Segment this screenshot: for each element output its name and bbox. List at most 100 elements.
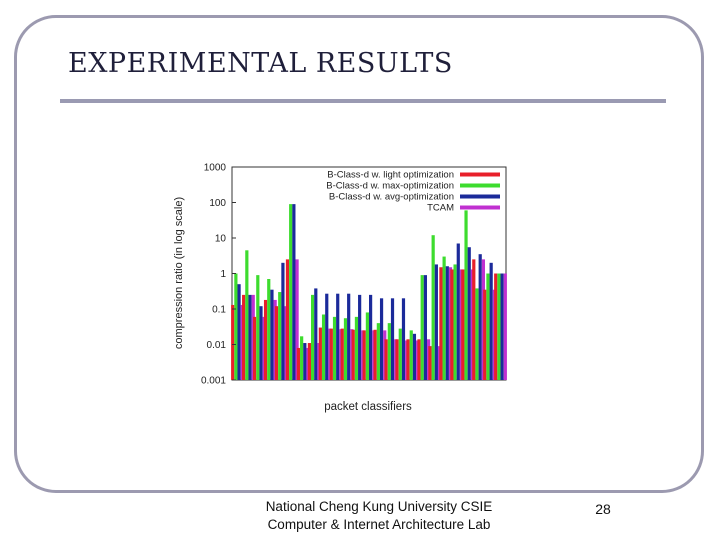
bar-b-class-d-w-avg-optimization — [237, 284, 241, 380]
y-axis-label: compression ratio (in log scale) — [173, 197, 185, 349]
bar-b-class-d-w-max-optimization — [311, 294, 315, 380]
slide-title: EXPERIMENTAL RESULTS — [68, 48, 453, 79]
bar-b-class-d-w-avg-optimization — [379, 298, 384, 380]
bar-b-class-d-w-max-optimization — [343, 318, 348, 380]
bar-b-class-d-w-light-optimization — [285, 259, 290, 380]
bar-b-class-d-w-max-optimization — [453, 264, 457, 380]
y-tick-label: 0.01 — [207, 340, 227, 351]
bar-b-class-d-w-avg-optimization — [412, 333, 417, 380]
bar-b-class-d-w-avg-optimization — [325, 293, 329, 380]
bar-b-class-d-w-light-optimization — [307, 343, 311, 380]
bar-b-class-d-w-max-optimization — [354, 316, 359, 380]
bar-b-class-d-w-max-optimization — [234, 273, 238, 380]
bar-b-class-d-w-max-optimization — [376, 323, 380, 380]
y-tick-label: 1 — [220, 269, 226, 280]
bar-b-class-d-w-avg-optimization — [500, 273, 504, 380]
bar-b-class-d-w-light-optimization — [483, 289, 487, 380]
title-underline — [60, 99, 666, 103]
bar-b-class-d-w-avg-optimization — [248, 294, 252, 380]
bar-b-class-d-w-max-optimization — [332, 316, 337, 380]
bar-b-class-d-w-avg-optimization — [292, 204, 296, 380]
bar-b-class-d-w-max-optimization — [387, 323, 391, 380]
bar-b-class-d-w-max-optimization — [245, 250, 249, 380]
legend-swatch — [460, 194, 500, 199]
bar-b-class-d-w-avg-optimization — [336, 293, 340, 380]
legend-label: B-Class-d w. max-optimization — [326, 181, 454, 192]
legend-label: B-Class-d w. light optimization — [327, 170, 454, 181]
legend: B-Class-d w. light optimizationB-Class-d… — [326, 170, 500, 214]
y-tick-label: 1000 — [204, 163, 227, 174]
bar-b-class-d-w-max-optimization — [486, 273, 490, 380]
bar-b-class-d-w-light-optimization — [274, 306, 279, 380]
bar-b-class-d-w-max-optimization — [289, 204, 293, 380]
legend-swatch — [460, 183, 500, 188]
bar-b-class-d-w-max-optimization — [365, 312, 369, 380]
bar-tcam — [295, 259, 299, 380]
bar-b-class-d-w-avg-optimization — [434, 264, 438, 380]
bar-b-class-d-w-light-optimization — [461, 269, 465, 380]
y-tick-label: 0.1 — [212, 305, 226, 316]
bar-b-class-d-w-max-optimization — [442, 256, 446, 380]
bar-b-class-d-w-avg-optimization — [467, 247, 471, 380]
bar-b-class-d-w-max-optimization — [420, 275, 424, 380]
bar-b-class-d-w-max-optimization — [321, 314, 326, 380]
bar-b-class-d-w-max-optimization — [431, 235, 435, 380]
bar-b-class-d-w-light-optimization — [231, 304, 235, 380]
legend-swatch — [460, 205, 500, 210]
legend-label: TCAM — [427, 203, 454, 214]
bar-b-class-d-w-light-optimization — [296, 347, 301, 380]
legend-label: B-Class-d w. avg-optimization — [329, 192, 454, 203]
bar-b-class-d-w-avg-optimization — [358, 294, 362, 380]
bar-b-class-d-w-max-optimization — [497, 273, 501, 380]
bar-b-class-d-w-avg-optimization — [270, 289, 274, 380]
bar-b-class-d-w-light-optimization — [417, 339, 421, 380]
bar-b-class-d-w-light-optimization — [406, 339, 410, 380]
bar-b-class-d-w-light-optimization — [395, 339, 399, 380]
bar-b-class-d-w-light-optimization — [428, 346, 432, 380]
bar-b-class-d-w-light-optimization — [450, 269, 454, 380]
footer: National Cheng Kung University CSIE Comp… — [245, 498, 513, 534]
bar-b-class-d-w-avg-optimization — [281, 262, 285, 380]
bar-b-class-d-w-avg-optimization — [390, 298, 395, 380]
y-tick-label: 100 — [209, 198, 226, 209]
y-tick-label: 0.001 — [201, 376, 226, 387]
bar-b-class-d-w-max-optimization — [256, 275, 260, 380]
y-tick-label: 10 — [215, 234, 227, 245]
footer-lab: Computer & Internet Architecture Lab — [267, 517, 491, 532]
bar-b-class-d-w-avg-optimization — [478, 254, 482, 380]
bar-b-class-d-w-avg-optimization — [347, 293, 351, 380]
bar-b-class-d-w-light-optimization — [263, 299, 268, 380]
bar-b-class-d-w-max-optimization — [409, 330, 413, 380]
bar-b-class-d-w-avg-optimization — [401, 298, 406, 380]
bars-group — [231, 204, 507, 380]
bar-b-class-d-w-avg-optimization — [259, 306, 263, 380]
bar-b-class-d-w-light-optimization — [329, 328, 333, 380]
bar-b-class-d-w-avg-optimization — [303, 343, 307, 380]
bar-tcam — [503, 273, 507, 380]
bar-b-class-d-w-avg-optimization — [456, 243, 460, 380]
bar-b-class-d-w-avg-optimization — [314, 288, 318, 380]
bar-b-class-d-w-avg-optimization — [423, 275, 427, 380]
bar-b-class-d-w-max-optimization — [278, 292, 282, 380]
bar-b-class-d-w-max-optimization — [475, 288, 479, 380]
bar-b-class-d-w-light-optimization — [253, 316, 257, 380]
y-ticks-group: 0.001 0.01 0.1 1 10 100 1000 — [201, 163, 236, 387]
bar-b-class-d-w-light-optimization — [340, 328, 344, 380]
bar-b-class-d-w-avg-optimization — [369, 294, 373, 380]
legend-swatch — [460, 172, 500, 177]
bar-b-class-d-w-light-optimization — [472, 259, 476, 380]
bar-b-class-d-w-light-optimization — [384, 339, 388, 380]
bar-b-class-d-w-light-optimization — [439, 267, 443, 380]
bar-b-class-d-w-max-optimization — [398, 328, 402, 380]
chart-container: 0.001 0.01 0.1 1 10 100 1000 B-Class-d w. ligh… — [168, 155, 513, 435]
bar-b-class-d-w-light-optimization — [373, 329, 377, 380]
bar-b-class-d-w-max-optimization — [464, 210, 468, 380]
bar-b-class-d-w-light-optimization — [494, 273, 498, 380]
bar-b-class-d-w-light-optimization — [351, 329, 355, 380]
footer-university: National Cheng Kung University CSIE — [265, 499, 493, 514]
x-axis-label: packet classifiers — [324, 401, 412, 413]
bar-b-class-d-w-max-optimization — [267, 278, 271, 380]
bar-b-class-d-w-light-optimization — [362, 330, 366, 380]
bar-b-class-d-w-max-optimization — [300, 336, 304, 380]
compression-chart: 0.001 0.01 0.1 1 10 100 1000 B-Class-d w. ligh… — [173, 163, 507, 413]
